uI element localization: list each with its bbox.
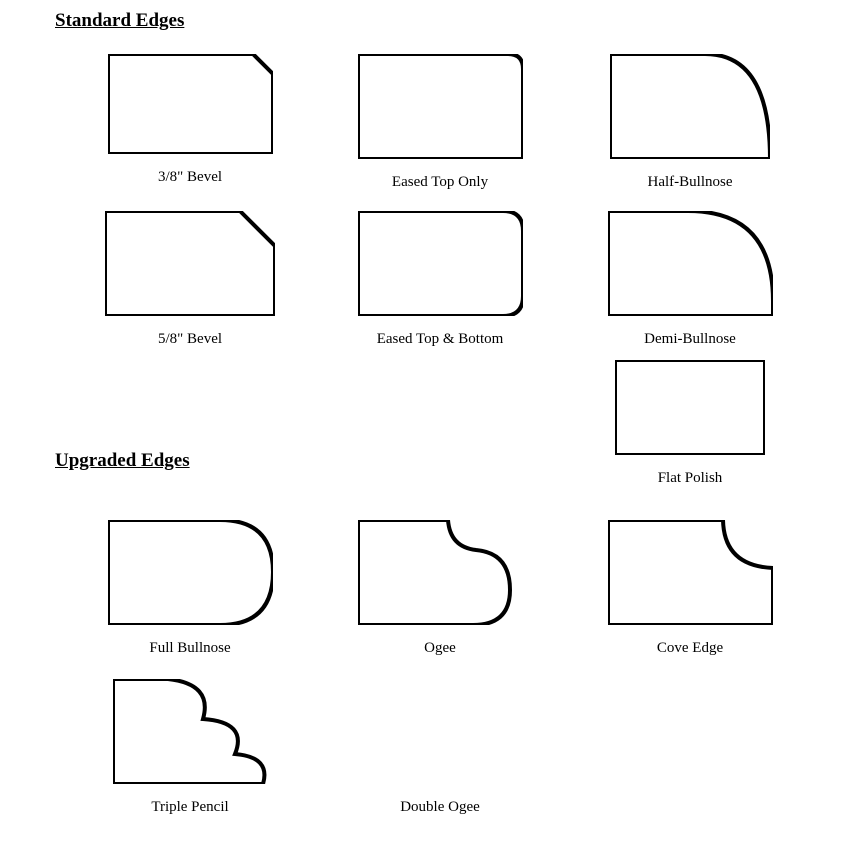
shape-flat-polish [615,360,765,455]
shape-bevel-38 [108,54,273,154]
label-half-bullnose: Half-Bullnose [600,174,780,191]
upgraded-row-1: Full Bullnose Ogee Cove Edge [100,520,795,657]
shape-triple-pencil [113,679,268,784]
shape-eased-both [358,211,523,316]
shape-half-bullnose [610,54,770,159]
heading-upgraded: Upgraded Edges [55,450,190,472]
cell-bevel-38: 3/8" Bevel [100,54,280,186]
shape-eased-top [358,54,523,159]
standard-row-1: 3/8" Bevel Eased Top Only Half-Bullnose [100,54,795,191]
standard-row-2: 5/8" Bevel Eased Top & Bottom Demi-Bulln… [100,211,795,348]
cell-ogee: Ogee [350,520,530,657]
cell-full-bullnose: Full Bullnose [100,520,280,657]
cell-cove: Cove Edge [600,520,780,657]
cell-bevel-58: 5/8" Bevel [100,211,280,348]
label-ogee: Ogee [350,640,530,657]
shape-full-bullnose [108,520,273,625]
cell-flat-polish: Flat Polish [600,360,780,487]
label-flat-polish: Flat Polish [600,470,780,487]
cell-double-ogee: Double Ogee [350,694,530,816]
upgraded-row-2: Triple Pencil Double Ogee [100,679,795,816]
cell-demi-bullnose: Demi-Bullnose [600,211,780,348]
label-cove: Cove Edge [600,640,780,657]
label-eased-top: Eased Top Only [350,174,530,191]
cell-eased-top: Eased Top Only [350,54,530,191]
shape-bevel-58 [105,211,275,316]
label-triple-pencil: Triple Pencil [100,799,280,816]
label-demi-bullnose: Demi-Bullnose [600,331,780,348]
shape-demi-bullnose [608,211,773,316]
shape-ogee [358,520,523,625]
cell-eased-both: Eased Top & Bottom [350,211,530,348]
cell-half-bullnose: Half-Bullnose [600,54,780,191]
label-bevel-58: 5/8" Bevel [100,331,280,348]
label-full-bullnose: Full Bullnose [100,640,280,657]
label-eased-both: Eased Top & Bottom [350,331,530,348]
shape-cove [608,520,773,625]
section-standard: Standard Edges [0,0,850,32]
label-bevel-38: 3/8" Bevel [100,169,280,186]
heading-standard: Standard Edges [55,10,184,32]
cell-triple-pencil: Triple Pencil [100,679,280,816]
label-double-ogee: Double Ogee [350,799,530,816]
